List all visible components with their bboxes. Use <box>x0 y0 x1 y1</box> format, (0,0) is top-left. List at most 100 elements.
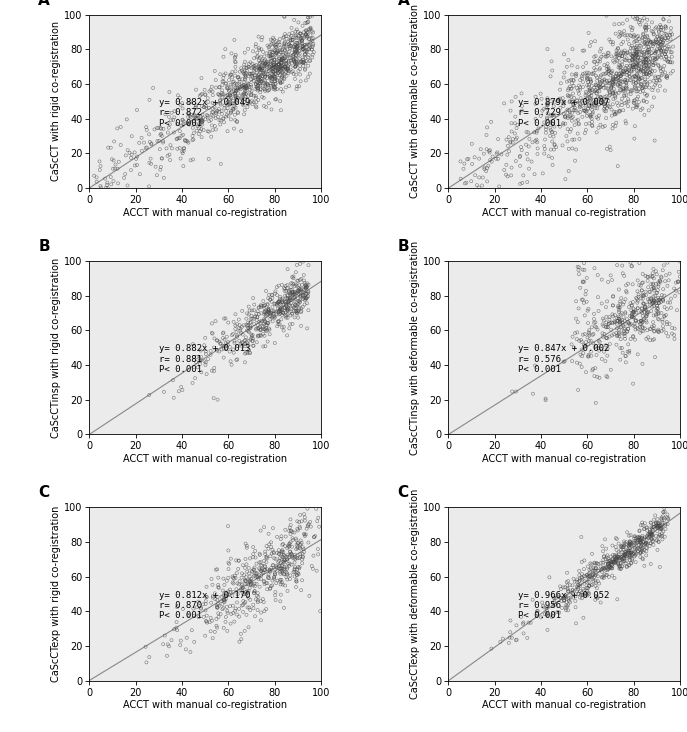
Point <box>304 23 315 35</box>
Point <box>236 567 247 579</box>
Point <box>642 89 653 101</box>
Point <box>113 178 124 190</box>
Point <box>570 618 581 630</box>
Point <box>509 127 520 139</box>
Point <box>613 68 624 80</box>
Point <box>567 588 578 600</box>
Point <box>461 177 472 189</box>
Point <box>293 295 304 307</box>
Point <box>624 550 635 561</box>
Point <box>263 307 274 318</box>
Point <box>262 325 273 337</box>
Point <box>646 324 657 335</box>
Point <box>279 561 290 572</box>
Point <box>651 297 662 309</box>
Point <box>240 348 251 359</box>
Point <box>256 559 267 571</box>
Point <box>223 545 234 556</box>
Point <box>648 295 659 307</box>
Point <box>521 126 532 138</box>
Point <box>632 302 643 314</box>
Point <box>589 557 600 569</box>
Point <box>158 172 169 184</box>
Point <box>294 53 305 65</box>
Point <box>631 68 642 80</box>
Point <box>184 111 195 122</box>
Point <box>559 594 570 606</box>
Point <box>617 561 628 572</box>
Point <box>541 99 552 111</box>
Point <box>214 600 225 611</box>
Point <box>281 66 292 78</box>
Point <box>577 45 588 56</box>
Point <box>596 564 607 576</box>
Point <box>639 81 650 93</box>
Point <box>172 601 183 613</box>
Point <box>283 560 294 572</box>
Point <box>633 288 644 300</box>
Point <box>244 346 255 358</box>
Point <box>609 78 620 90</box>
Point <box>669 323 680 335</box>
Point <box>568 104 579 116</box>
Point <box>258 555 269 567</box>
Point <box>651 305 662 316</box>
Point <box>257 31 268 43</box>
Point <box>291 32 302 44</box>
Point <box>592 269 603 281</box>
Point <box>205 349 216 361</box>
Point <box>276 306 287 318</box>
Point <box>302 71 313 83</box>
Point <box>614 314 625 326</box>
Point <box>294 285 305 296</box>
Point <box>632 49 643 61</box>
Point <box>635 537 646 548</box>
Point <box>218 351 229 363</box>
Point <box>665 26 676 38</box>
Point <box>219 100 230 111</box>
Point <box>588 67 599 78</box>
Point <box>644 60 655 72</box>
Point <box>576 70 587 82</box>
Point <box>653 313 664 325</box>
Point <box>602 550 613 561</box>
Point <box>237 73 248 85</box>
Point <box>615 318 626 329</box>
Point <box>247 94 258 106</box>
Point <box>596 94 607 106</box>
Point <box>155 122 166 134</box>
Point <box>187 130 198 142</box>
Point <box>506 162 517 173</box>
Point <box>617 18 628 29</box>
Point <box>245 576 256 588</box>
Point <box>584 118 595 130</box>
Point <box>635 547 646 559</box>
Point <box>631 543 642 555</box>
Point <box>269 59 280 71</box>
Point <box>278 62 289 74</box>
Point <box>155 161 166 173</box>
Point <box>280 55 291 67</box>
Point <box>479 163 490 175</box>
Point <box>282 585 293 597</box>
Point <box>298 56 309 68</box>
Point <box>275 308 286 320</box>
Point <box>600 355 611 367</box>
Point <box>624 347 635 359</box>
Point <box>648 316 659 328</box>
Point <box>653 294 664 305</box>
Point <box>295 283 306 295</box>
Point <box>629 539 640 550</box>
Point <box>630 531 641 542</box>
Point <box>616 38 627 50</box>
Point <box>640 88 651 100</box>
Point <box>610 553 621 565</box>
Point <box>263 84 274 96</box>
Point <box>304 40 315 52</box>
Point <box>144 389 155 401</box>
Point <box>592 570 603 582</box>
Point <box>642 44 653 56</box>
Point <box>582 305 593 316</box>
Point <box>222 81 233 93</box>
Point <box>620 48 631 60</box>
